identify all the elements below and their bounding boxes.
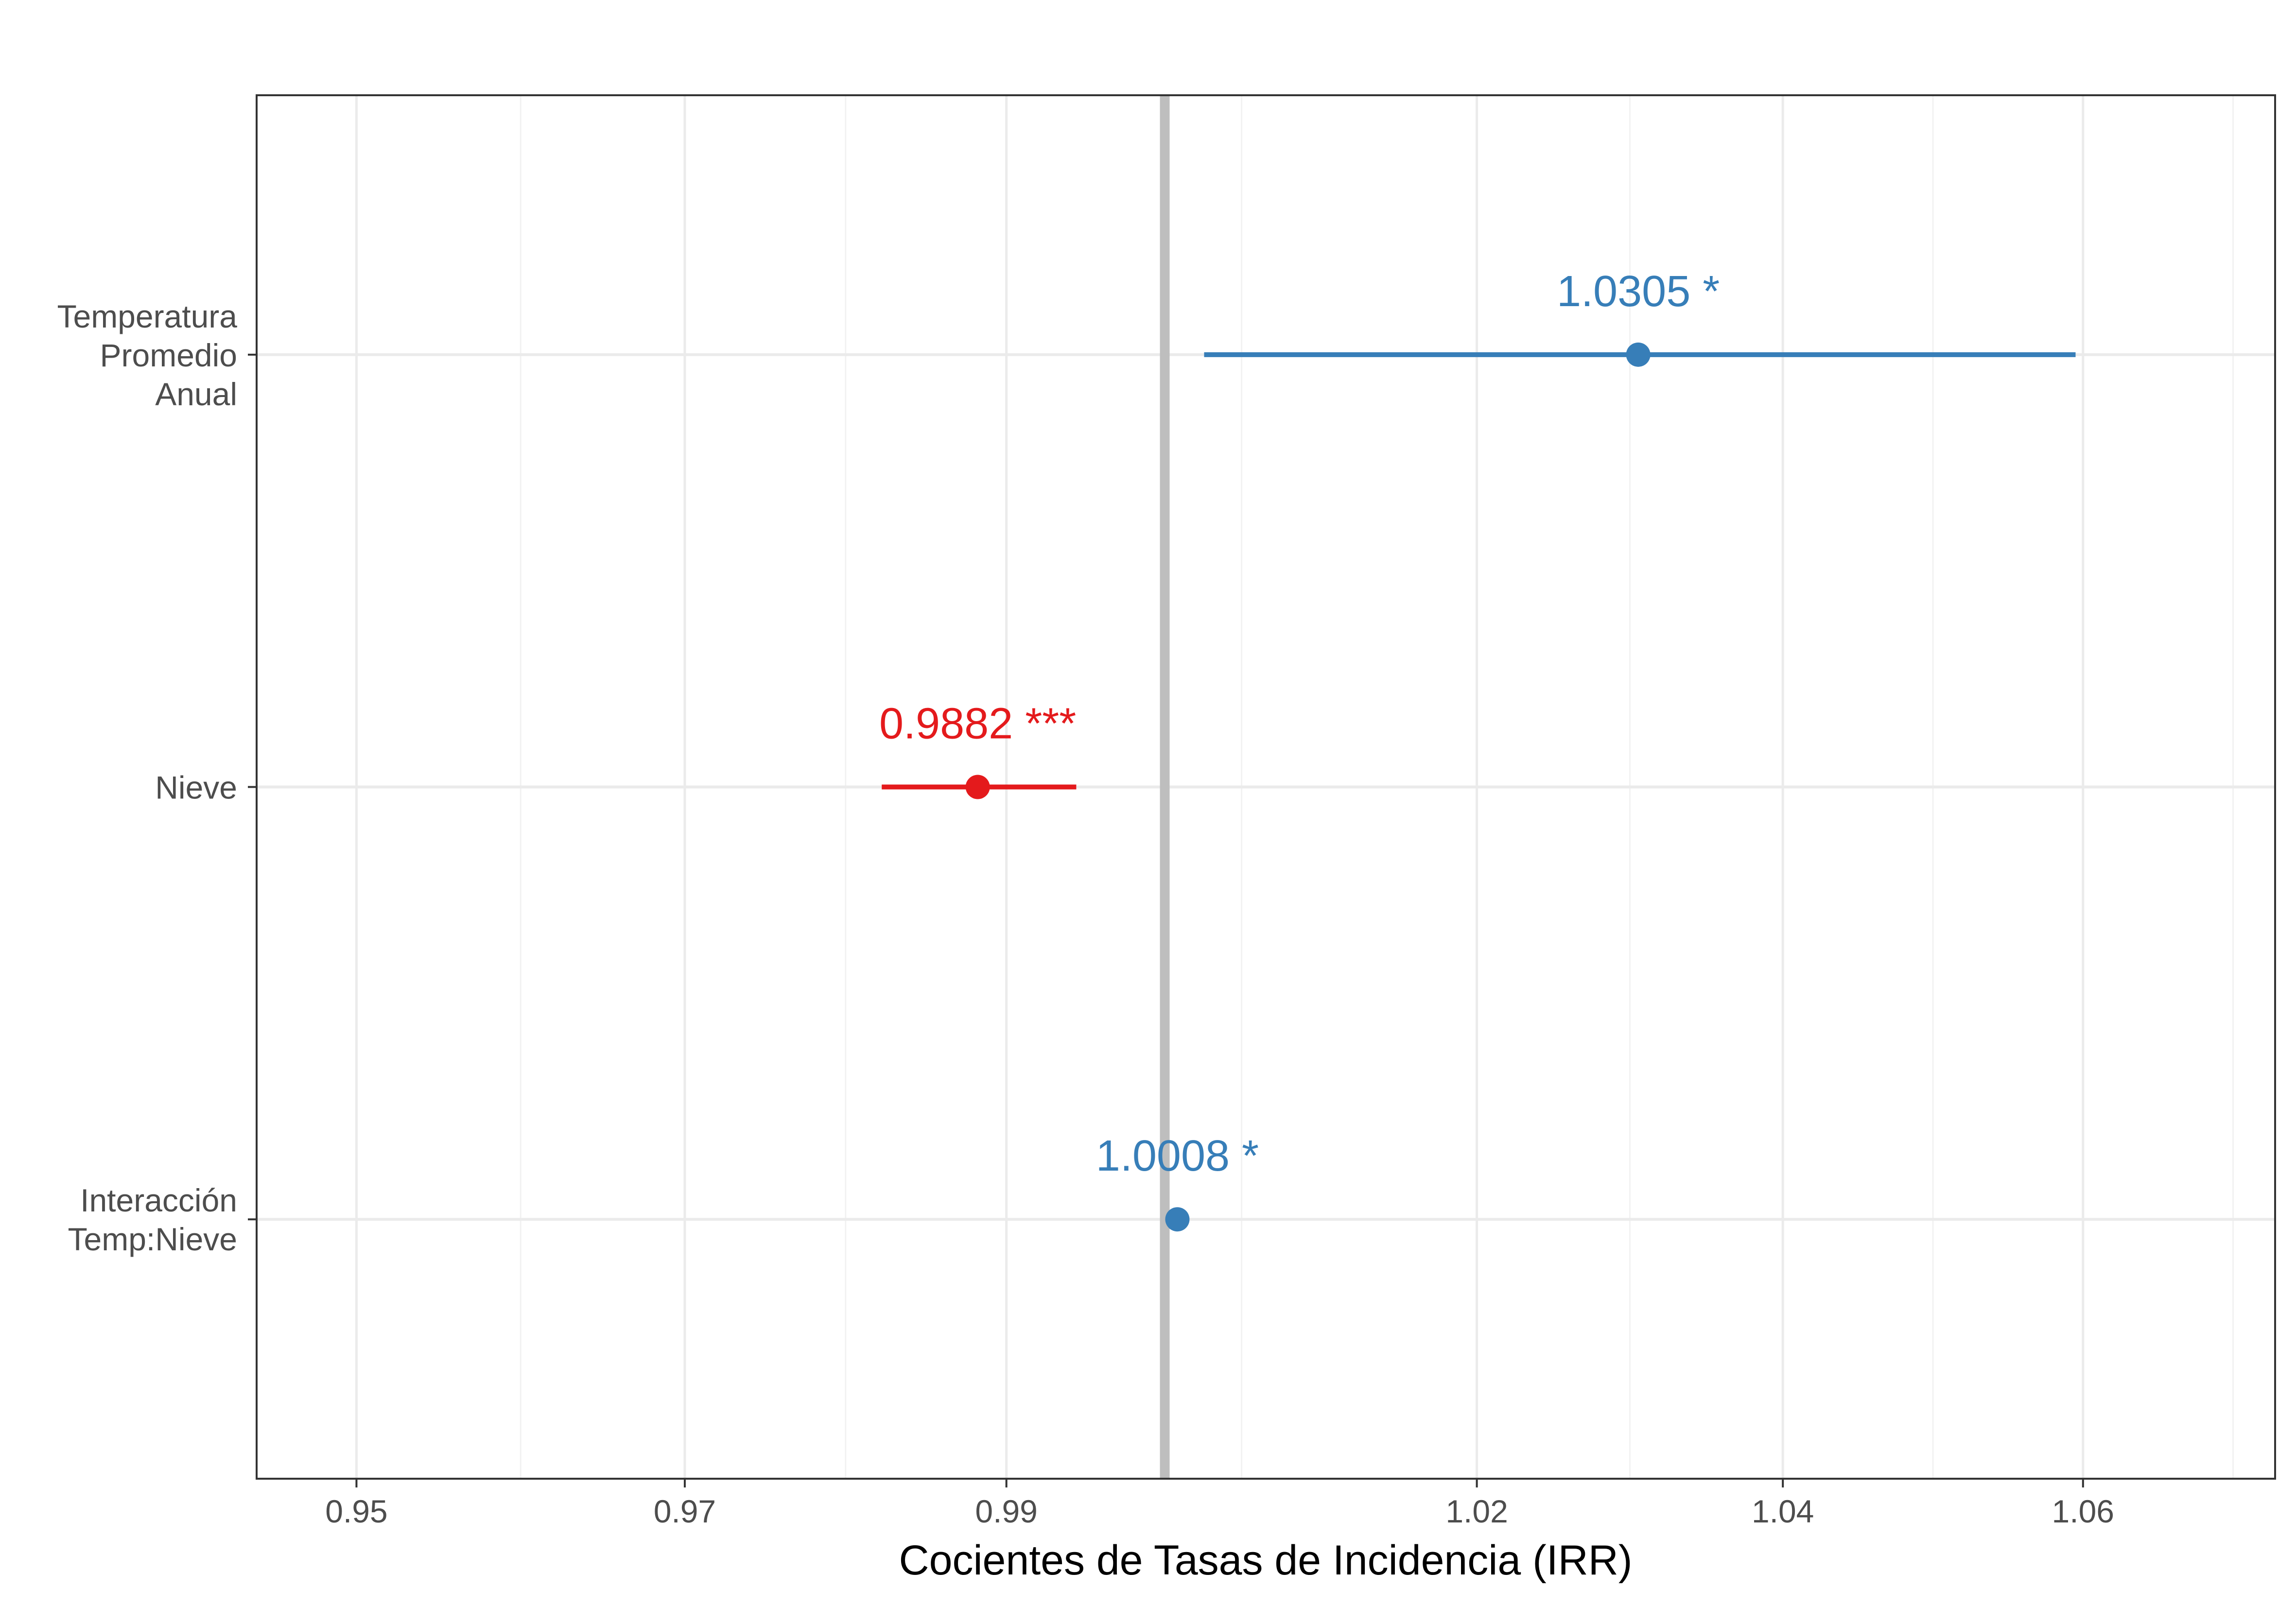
point-estimate (1626, 342, 1651, 367)
data-label: 0.9882 *** (879, 700, 1076, 748)
x-axis-title: Cocientes de Tasas de Incidencia (IRR) (899, 1537, 1633, 1584)
x-tick-label: 0.99 (975, 1493, 1037, 1529)
x-axis: 0.95 0.97 0.99 1.02 1.04 1.06 (325, 1479, 2114, 1529)
point-estimate (965, 775, 990, 799)
y-category-label: Temperatura Promedio Anual (57, 298, 237, 412)
y-category-label-line: Interacción (80, 1182, 237, 1218)
y-category-label-line: Anual (155, 376, 237, 412)
y-category-label: Nieve (155, 770, 237, 806)
y-category-label-line: Temp:Nieve (68, 1221, 237, 1257)
y-category-label-line: Temperatura (57, 298, 237, 334)
y-category-label-line: Nieve (155, 770, 237, 806)
x-tick-label: 0.95 (325, 1493, 387, 1529)
data-label: 1.0305 * (1557, 267, 1720, 316)
data-marks: 1.0305 * 0.9882 *** 1.0008 * (879, 267, 2076, 1232)
y-axis: Temperatura Promedio Anual Nieve Interacción… (57, 298, 257, 1257)
data-label: 1.0008 * (1096, 1132, 1259, 1180)
x-tick-label: 0.97 (654, 1493, 716, 1529)
y-category-label-line: Promedio (100, 337, 237, 373)
x-tick-label: 1.02 (1445, 1493, 1508, 1529)
x-tick-label: 1.06 (2052, 1493, 2114, 1529)
x-tick-label: 1.04 (1752, 1493, 1814, 1529)
point-estimate (1165, 1207, 1190, 1232)
y-category-label: Interacción Temp:Nieve (68, 1182, 237, 1257)
